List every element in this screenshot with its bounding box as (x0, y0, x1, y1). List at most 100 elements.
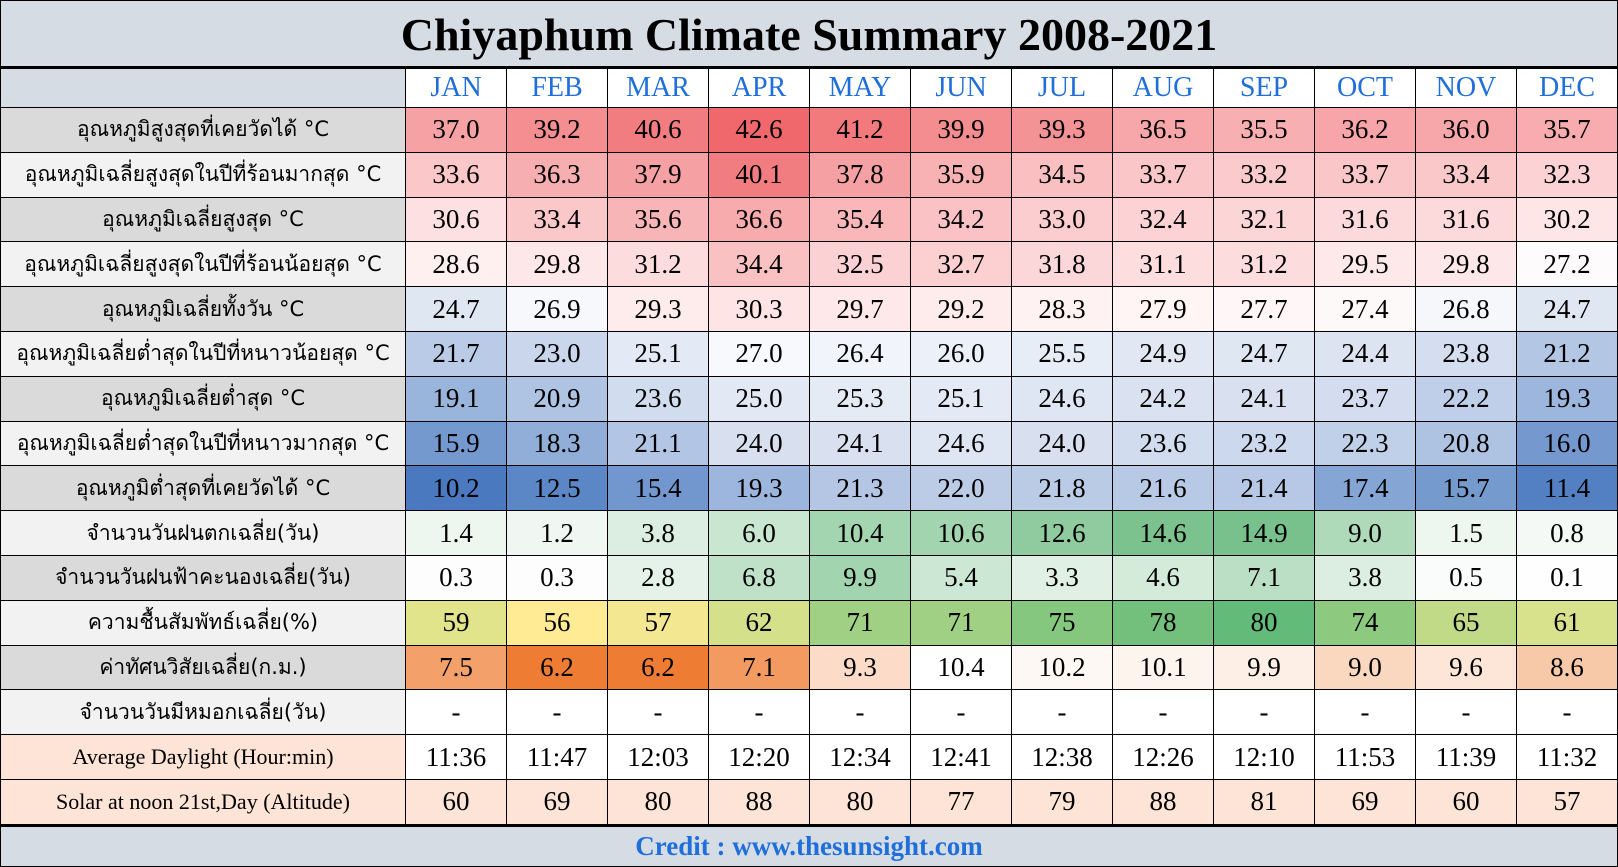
table-cell: 17.4 (1314, 465, 1416, 512)
table-cell: 12:10 (1213, 734, 1315, 780)
table-row: อุณหภูมิสูงสุดที่เคยวัดได้ °C 37.0 39.2 40.… (0, 107, 1618, 153)
table-cell: 31.1 (1112, 241, 1214, 288)
table-cell: 25.1 (607, 330, 709, 377)
table-cell: 27.7 (1213, 286, 1315, 332)
table-cell: 21.2 (1516, 330, 1618, 377)
table-cell: 14.6 (1112, 510, 1214, 556)
table-cell: 30.6 (405, 196, 507, 243)
table-row: ความชื้นสัมพัทธ์เฉลี่ย(%) 59 56 57 62 71 71 75 7… (0, 599, 1618, 646)
table-cell: 19.1 (405, 375, 507, 422)
table-cell: 7.1 (708, 644, 810, 691)
table-cell: 11:36 (405, 734, 507, 780)
table-cell: 30.3 (708, 286, 810, 332)
table-cell: 6.2 (607, 644, 709, 691)
row-label: Solar at noon 21st,Day (Altitude) (0, 778, 406, 825)
table-cell: 29.7 (809, 286, 911, 332)
row-label: อุณหภูมิเฉลี่ยสูงสุดในปีที่ร้อนน้อยสุด °… (0, 241, 406, 288)
table-cell: 25.5 (1011, 330, 1113, 377)
table-cell: 33.0 (1011, 196, 1113, 243)
header-corner (0, 68, 406, 108)
table-row: Solar at noon 21st,Day (Altitude) 60 69 80 8… (0, 778, 1618, 825)
table-cell: 18.3 (506, 420, 608, 467)
table-cell: 3.8 (607, 510, 709, 556)
table-row: อุณหภูมิเฉลี่ยสูงสุด °C 30.6 33.4 35.6 36.6 3… (0, 196, 1618, 243)
table-cell: 29.8 (1415, 241, 1517, 288)
table-cell: 33.7 (1314, 151, 1416, 198)
table-cell: 10.2 (405, 465, 507, 512)
table-cell: 24.6 (1011, 375, 1113, 422)
row-label: อุณหภูมิเฉลี่ยต่ำสุดในปีที่หนาวน้อยสุด °… (0, 330, 406, 377)
table-cell: 32.5 (809, 241, 911, 288)
table-cell: - (1011, 689, 1113, 736)
table-cell: 11:39 (1415, 734, 1517, 780)
table-cell: 32.1 (1213, 196, 1315, 243)
table-cell: 39.9 (910, 107, 1012, 153)
table-cell: 12.6 (1011, 510, 1113, 556)
table-cell: 21.3 (809, 465, 911, 512)
table-cell: 21.6 (1112, 465, 1214, 512)
table-cell: 24.0 (1011, 420, 1113, 467)
table-cell: 2.8 (607, 554, 709, 601)
table-cell: 22.3 (1314, 420, 1416, 467)
table-cell: 29.3 (607, 286, 709, 332)
table-cell: - (1112, 689, 1214, 736)
table-row: จำนวนวันมีหมอกเฉลี่ย(วัน) - - - - - - - - - - - - (0, 689, 1618, 736)
month-header-aug: AUG (1112, 68, 1214, 108)
table-cell: 69 (506, 778, 608, 825)
table-cell: 32.4 (1112, 196, 1214, 243)
row-label: อุณหภูมิเฉลี่ยต่ำสุดในปีที่หนาวมากสุด °C (0, 420, 406, 467)
table-cell: 31.2 (607, 241, 709, 288)
table-cell: - (1516, 689, 1618, 736)
table-cell: 37.9 (607, 151, 709, 198)
table-cell: 36.0 (1415, 107, 1517, 153)
table-cell: 12:26 (1112, 734, 1214, 780)
row-label: อุณหภูมิต่ำสุดที่เคยวัดได้ °C (0, 465, 406, 512)
table-cell: 33.2 (1213, 151, 1315, 198)
climate-table-body: อุณหภูมิสูงสุดที่เคยวัดได้ °C 37.0 39.2 40.… (0, 107, 1618, 825)
month-header-jul: JUL (1011, 68, 1113, 108)
table-row: จำนวนวันฝนตกเฉลี่ย(วัน) 1.4 1.2 3.8 6.0 10.4 1… (0, 510, 1618, 556)
table-cell: 11:47 (506, 734, 608, 780)
table-row: ค่าทัศนวิสัยเฉลี่ย(ก.ม.) 7.5 6.2 6.2 7.1 9.3 1… (0, 644, 1618, 691)
month-header-jan: JAN (405, 68, 507, 108)
table-cell: 33.7 (1112, 151, 1214, 198)
table-cell: 57 (607, 599, 709, 646)
table-cell: 27.0 (708, 330, 810, 377)
table-cell: 77 (910, 778, 1012, 825)
table-cell: 88 (708, 778, 810, 825)
table-cell: 10.1 (1112, 644, 1214, 691)
table-cell: 0.3 (506, 554, 608, 601)
table-cell: 23.8 (1415, 330, 1517, 377)
month-header-may: MAY (809, 68, 911, 108)
month-header-apr: APR (708, 68, 810, 108)
table-cell: 28.3 (1011, 286, 1113, 332)
table-cell: 14.9 (1213, 510, 1315, 556)
month-header-dec: DEC (1516, 68, 1618, 108)
table-cell: - (405, 689, 507, 736)
table-row: อุณหภูมิเฉลี่ยต่ำสุด °C 19.1 20.9 23.6 25.0 2… (0, 375, 1618, 422)
table-cell: 61 (1516, 599, 1618, 646)
table-cell: 59 (405, 599, 507, 646)
row-label: อุณหภูมิสูงสุดที่เคยวัดได้ °C (0, 107, 406, 153)
table-cell: 57 (1516, 778, 1618, 825)
table-cell: 20.8 (1415, 420, 1517, 467)
table-cell: 37.8 (809, 151, 911, 198)
table-row: อุณหภูมิเฉลี่ยต่ำสุดในปีที่หนาวน้อยสุด °… (0, 330, 1618, 377)
table-cell: 12.5 (506, 465, 608, 512)
table-cell: 25.0 (708, 375, 810, 422)
table-cell: 35.6 (607, 196, 709, 243)
table-cell: - (910, 689, 1012, 736)
table-cell: 26.8 (1415, 286, 1517, 332)
table-cell: 65 (1415, 599, 1517, 646)
table-row: อุณหภูมิเฉลี่ยสูงสุดในปีที่ร้อนมากสุด °C… (0, 151, 1618, 198)
table-cell: 1.4 (405, 510, 507, 556)
table-cell: 41.2 (809, 107, 911, 153)
row-label: Average Daylight (Hour:min) (0, 734, 406, 780)
table-cell: 29.5 (1314, 241, 1416, 288)
table-cell: 36.5 (1112, 107, 1214, 153)
table-cell: 81 (1213, 778, 1315, 825)
table-cell: 31.6 (1314, 196, 1416, 243)
table-cell: 24.7 (405, 286, 507, 332)
table-cell: 29.8 (506, 241, 608, 288)
